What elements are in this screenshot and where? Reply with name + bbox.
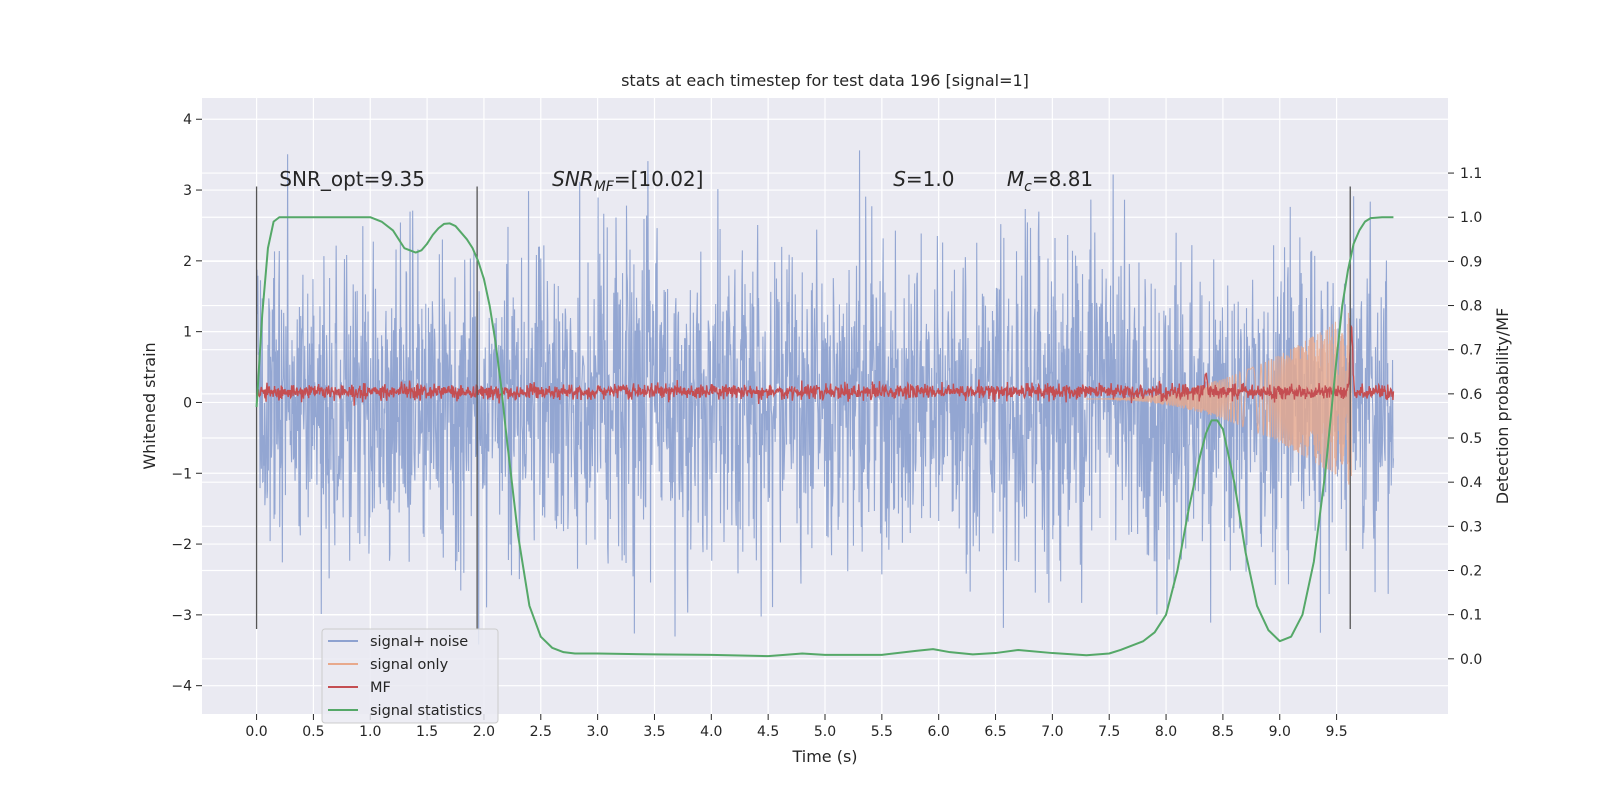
y2-tick-label: 1.1: [1460, 166, 1482, 182]
y2-tick-label: 0.5: [1460, 431, 1482, 447]
legend-box: [321, 628, 499, 724]
y2-tick-label: 1.0: [1460, 210, 1482, 226]
legend-label: MF: [370, 680, 391, 696]
y-tick-label: −1: [171, 466, 192, 482]
y2-tick-label: 0.3: [1460, 519, 1482, 535]
mc-annotation: Mc=8.81: [1007, 167, 1093, 195]
series-mf: [255, 324, 1395, 406]
y-tick-label: −2: [171, 537, 192, 553]
y2-tick-label: 0.2: [1460, 563, 1482, 579]
y2-axis-label: Detection probability/MF: [1493, 308, 1512, 505]
x-tick-label: 2.0: [473, 724, 495, 740]
x-tick-label: 7.5: [1098, 724, 1120, 740]
x-tick-label: 0.0: [245, 724, 267, 740]
y2-tick-label: 0.1: [1460, 608, 1482, 624]
y2-tick-label: 0.8: [1460, 299, 1482, 315]
signal-plus-noise-line: [256, 150, 1394, 645]
x-axis-label: Time (s): [791, 747, 857, 766]
x-tick-label: 0.5: [302, 724, 324, 740]
y2-tick-label: 0.7: [1460, 343, 1482, 359]
s-annotation: S=1.0: [893, 167, 954, 191]
y-axis-label: Whitened strain: [140, 342, 159, 469]
series-signal-statistics: [255, 216, 1394, 658]
x-tick-label: 5.5: [871, 724, 893, 740]
y-tick-label: −4: [171, 679, 192, 695]
y2-tick-label: 0.0: [1460, 652, 1482, 668]
x-tick-label: 1.5: [416, 724, 438, 740]
annotations: SNR_opt=9.35 SNRMF=[10.02] S=1.0 Mc=8.81: [279, 167, 1093, 195]
x-tick-label: 4.0: [700, 724, 722, 740]
x-tick-label: 3.0: [586, 724, 608, 740]
x-tick-label: 5.0: [814, 724, 836, 740]
y2-tick-label: 0.6: [1460, 387, 1482, 403]
legend: signal+ noise signal only MF signal statist…: [321, 628, 499, 724]
x-tick-label: 1.0: [359, 724, 381, 740]
y-tick-label: 0: [183, 395, 192, 411]
x-tick-label: 2.5: [530, 724, 552, 740]
x-tick-label: 6.0: [928, 724, 950, 740]
y-tick-label: 1: [183, 325, 192, 341]
snr-opt-annotation: SNR_opt=9.35: [279, 167, 425, 191]
x-tick-label: 9.0: [1269, 724, 1291, 740]
snr-mf-annotation: SNRMF=[10.02]: [552, 167, 703, 195]
x-tick-label: 8.0: [1155, 724, 1177, 740]
y2-axis-ticks: 0.0 0.1 0.2 0.3 0.4 0.5 0.6 0.7 0.8 0.9 1.0 1.1: [1448, 166, 1482, 668]
legend-label: signal statistics: [370, 703, 482, 719]
x-tick-label: 7.0: [1041, 724, 1063, 740]
y-tick-label: 2: [183, 254, 192, 270]
y-tick-label: 3: [183, 183, 192, 199]
y-tick-label: 4: [183, 112, 192, 128]
y-tick-label: −3: [171, 608, 192, 624]
y2-tick-label: 0.9: [1460, 254, 1482, 270]
legend-label: signal+ noise: [370, 634, 468, 650]
x-tick-label: 8.5: [1212, 724, 1234, 740]
legend-label: signal only: [370, 657, 449, 673]
y2-tick-label: 0.4: [1460, 475, 1482, 491]
x-tick-label: 6.5: [984, 724, 1006, 740]
signal-statistics-line: [255, 216, 1394, 658]
x-tick-label: 4.5: [757, 724, 779, 740]
series-signal-plus-noise: [256, 150, 1394, 645]
y-axis-ticks: −4 −3 −2 −1 0 1 2 3 4: [171, 112, 202, 695]
x-axis-ticks: 0.0 0.5 1.0 1.5 2.0 2.5 3.0 3.5 4.0 4.5 5.0 5.5 6.0 6…: [245, 714, 1348, 740]
mf-line: [255, 324, 1395, 406]
chart-title: stats at each timestep for test data 196…: [621, 71, 1029, 90]
x-tick-label: 9.5: [1325, 724, 1347, 740]
x-tick-label: 3.5: [643, 724, 665, 740]
